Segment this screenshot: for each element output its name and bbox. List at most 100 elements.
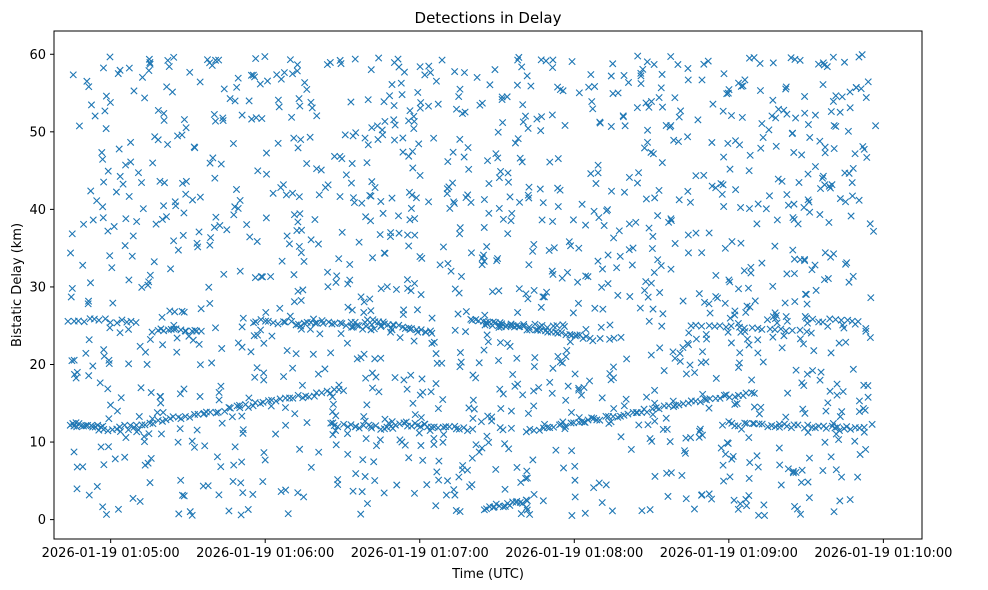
detection-point xyxy=(193,426,201,434)
detection-point xyxy=(216,221,224,230)
detection-point xyxy=(587,170,595,178)
detection-point xyxy=(537,113,546,121)
detection-point xyxy=(797,478,806,487)
detection-point xyxy=(674,60,682,69)
detection-point xyxy=(84,300,92,308)
detection-point xyxy=(210,223,219,231)
detection-point xyxy=(340,420,348,428)
detection-point xyxy=(685,329,693,337)
detection-point xyxy=(72,374,80,382)
detection-point xyxy=(802,314,811,322)
detection-point xyxy=(498,95,506,104)
detection-point xyxy=(154,416,162,425)
detection-point xyxy=(743,335,752,343)
detection-point xyxy=(423,481,431,489)
detection-point xyxy=(435,476,443,484)
detection-point xyxy=(261,456,269,464)
detection-point xyxy=(419,456,427,464)
detection-point xyxy=(803,328,811,336)
detection-point xyxy=(642,99,650,107)
detection-point xyxy=(166,265,175,273)
detection-point xyxy=(669,403,678,411)
detection-point xyxy=(651,386,659,394)
detection-point xyxy=(698,249,706,257)
detection-point xyxy=(721,299,729,307)
detection-point xyxy=(286,56,294,64)
detection-point xyxy=(417,291,425,299)
detection-point xyxy=(821,438,829,446)
detection-point xyxy=(748,376,756,384)
detection-point xyxy=(622,395,630,403)
detection-point xyxy=(253,331,262,339)
detection-point xyxy=(518,63,526,71)
detection-point xyxy=(424,198,433,206)
detection-point xyxy=(526,326,534,334)
detection-point xyxy=(105,356,113,364)
detection-point xyxy=(217,463,225,471)
detection-point xyxy=(99,155,107,163)
detection-point xyxy=(352,129,360,137)
detection-point xyxy=(480,346,488,354)
detection-point xyxy=(854,473,862,481)
detection-point xyxy=(129,232,137,240)
detection-point xyxy=(821,149,829,157)
detection-point xyxy=(496,424,504,432)
detection-point xyxy=(296,210,304,218)
detection-point xyxy=(525,194,533,202)
detection-point xyxy=(811,261,819,269)
detection-point xyxy=(245,394,253,402)
detection-point xyxy=(530,387,538,395)
detection-point xyxy=(483,243,491,251)
detection-point xyxy=(769,333,777,341)
detection-point xyxy=(667,469,675,477)
detection-point xyxy=(438,56,446,64)
detection-point xyxy=(848,317,856,325)
detection-point xyxy=(152,220,160,228)
detection-point xyxy=(847,212,855,220)
detection-point xyxy=(86,279,95,287)
detection-point xyxy=(816,210,824,219)
detection-point xyxy=(157,399,165,407)
detection-point xyxy=(134,169,143,177)
detection-point xyxy=(598,265,607,273)
detection-point xyxy=(360,308,368,317)
detection-point xyxy=(243,220,251,229)
detection-point xyxy=(712,292,720,301)
detection-point xyxy=(836,108,844,116)
detection-point xyxy=(416,423,425,431)
detection-point xyxy=(229,477,237,486)
detection-point xyxy=(524,409,533,418)
detection-point xyxy=(675,196,683,204)
detection-point xyxy=(743,419,751,428)
detection-point xyxy=(68,230,76,238)
detection-point xyxy=(324,283,332,291)
detection-point xyxy=(231,203,239,211)
detection-point xyxy=(537,303,545,311)
detection-point xyxy=(599,305,607,313)
detection-point xyxy=(594,257,602,265)
detection-point xyxy=(208,359,216,367)
detection-point xyxy=(247,348,255,356)
detection-point xyxy=(328,408,337,416)
detection-point xyxy=(737,328,745,336)
detection-point xyxy=(556,86,564,94)
detection-point xyxy=(620,188,629,196)
detection-point xyxy=(282,421,290,429)
detection-point xyxy=(609,90,617,98)
detection-point xyxy=(358,199,366,207)
detection-point xyxy=(95,316,103,324)
detection-point xyxy=(375,54,383,62)
detection-point xyxy=(719,477,728,485)
detection-point xyxy=(620,402,628,410)
detection-point xyxy=(178,179,187,187)
detection-point xyxy=(835,339,843,347)
detection-point xyxy=(829,97,837,105)
detection-point xyxy=(769,59,777,67)
detection-point xyxy=(753,220,761,228)
detection-point xyxy=(792,366,800,374)
detection-point xyxy=(218,419,226,427)
detection-point xyxy=(434,100,442,108)
detection-point xyxy=(774,105,783,113)
detection-point xyxy=(716,394,724,402)
detection-point xyxy=(351,55,359,63)
